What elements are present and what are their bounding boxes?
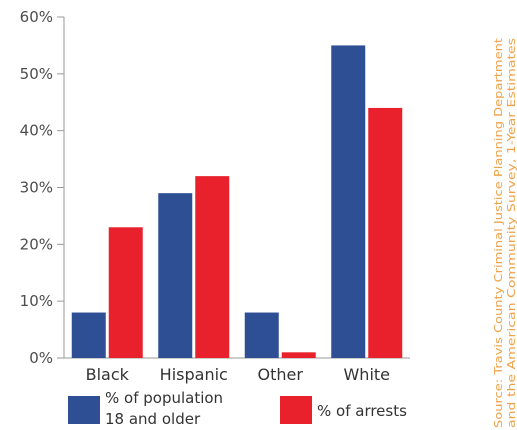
source-line: and the American Community Survey, 1-Yea…	[505, 38, 517, 428]
y-tick-label: 40%	[20, 122, 53, 140]
legend-swatch-arrests	[280, 396, 312, 424]
x-category-label: Hispanic	[160, 365, 228, 384]
bars	[71, 45, 403, 359]
bar-arrests-white	[368, 107, 403, 358]
bar-arrests-hispanic	[195, 176, 230, 358]
legend-label: % of arrests	[317, 402, 407, 420]
y-tick-label: 50%	[20, 65, 53, 83]
x-axis: Black Hispanic Other White	[86, 365, 390, 384]
legend-label: % of population	[105, 389, 223, 407]
y-tick-label: 60%	[20, 8, 53, 26]
bar-population-black	[71, 312, 106, 358]
x-category-label: Black	[86, 365, 130, 384]
legend-swatch-population	[68, 396, 100, 424]
y-tick-label: 0%	[29, 349, 53, 367]
y-tick-label: 20%	[20, 235, 53, 253]
y-tick-label: 30%	[20, 179, 53, 197]
y-tick-label: 10%	[20, 292, 53, 310]
bar-population-hispanic	[158, 193, 193, 358]
source-line: Source: Travis County Criminal Justice P…	[492, 37, 505, 428]
legend: % of population 18 and older % of arrests	[68, 389, 407, 428]
bar-arrests-black	[108, 227, 143, 358]
source-note: Source: Travis County Criminal Justice P…	[492, 37, 517, 428]
legend-label: 18 and older	[105, 410, 201, 428]
bar-arrests-other	[281, 352, 316, 358]
x-category-label: Other	[258, 365, 304, 384]
x-category-label: White	[343, 365, 390, 384]
y-axis: 0% 10% 20% 30% 40% 50% 60%	[20, 8, 64, 367]
bar-population-other	[244, 312, 279, 358]
bar-population-white	[331, 45, 366, 359]
